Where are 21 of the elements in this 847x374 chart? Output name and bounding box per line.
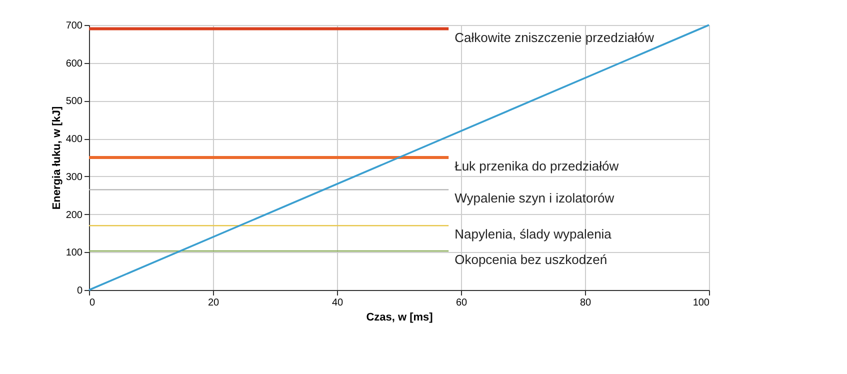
y-tick-label: 200 [66,210,83,221]
series-label: Wypalenie szyn i izolatorów [454,190,615,206]
x-tick-label: 0 [90,298,96,308]
x-tick-label: 80 [580,298,592,308]
y-tick-label: 700 [66,20,83,32]
y-tick-label: 100 [66,248,83,259]
series-label: Napylenia, ślady wypalenia [454,226,612,242]
y-tick-label: 0 [76,286,83,296]
y-axis-title: Energia łuku, w [kJ] [50,106,63,210]
series-label: Łuk przenika do przedziałów [454,158,620,174]
y-tick-label: 500 [66,96,83,108]
x-tick-label: 100 [692,298,710,308]
series-label: Całkowite zniszczenie przedziałów [454,30,655,45]
y-tick-label: 600 [66,58,83,70]
x-tick-label: 60 [456,298,468,308]
y-tick-label: 300 [66,172,83,183]
y-tick-label: 400 [66,134,83,146]
x-axis-title: Czas, w [ms] [366,312,434,324]
x-tick-label: 20 [208,298,220,308]
x-tick-label: 40 [332,298,344,308]
series-label: Okopcenia bez uszkodzeń [454,252,608,268]
